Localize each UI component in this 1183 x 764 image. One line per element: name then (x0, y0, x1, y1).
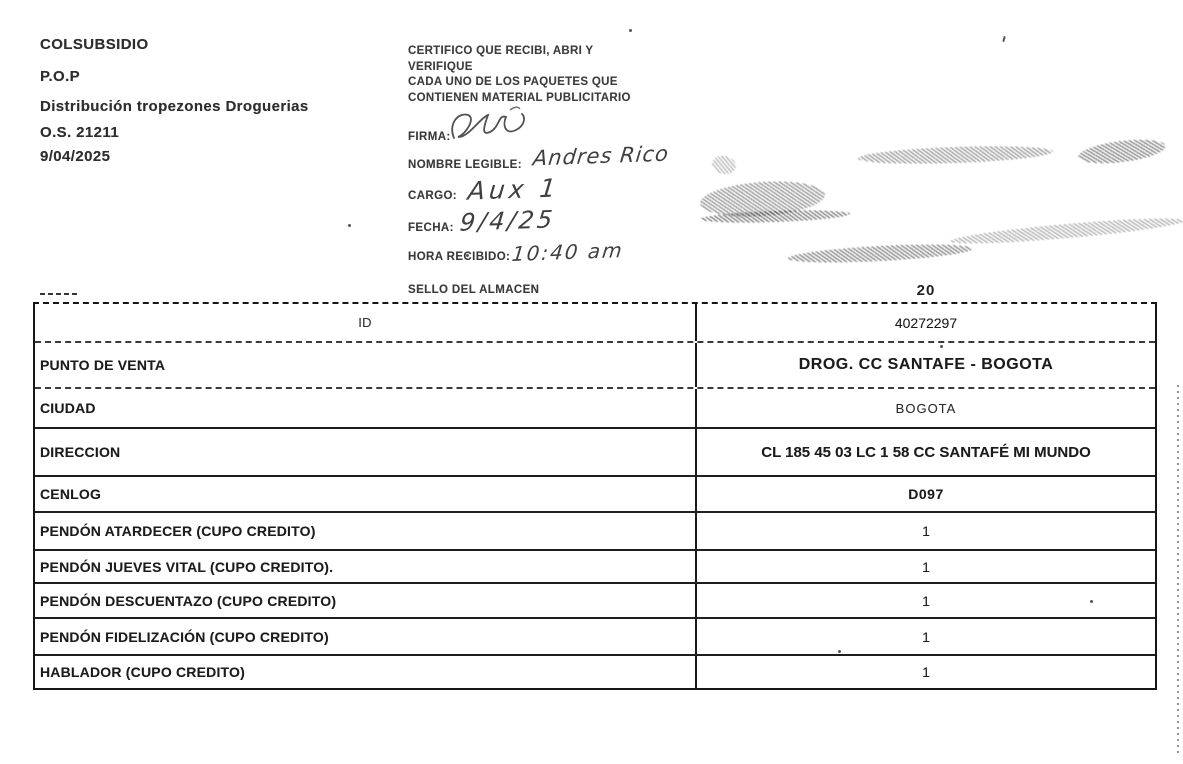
nombre-handwritten-value: Andres Rico (531, 141, 671, 171)
table-row-direccion: DIRECCION CL 185 45 03 LC 1 58 CC SANTAF… (35, 429, 1155, 477)
stamp-smudge (949, 213, 1183, 249)
delivery-table: ID 40272297 PUNTO DE VENTA DROG. CC SANT… (33, 302, 1157, 690)
letterhead-company: COLSUBSIDIO (40, 36, 149, 53)
scan-speck (1090, 600, 1093, 603)
scan-edge-artifact (1177, 385, 1179, 757)
row-value: D097 (908, 486, 944, 502)
stamp-smudge (857, 143, 1054, 167)
certification-line: VERIFIQUE (408, 60, 473, 73)
row-value: DROG. CC SANTAFE - BOGOTA (798, 356, 1054, 373)
row-value: 1 (922, 523, 930, 539)
certification-line: CONTIENEN MATERIAL PUBLICITARIO (408, 91, 631, 104)
row-label: PENDÓN ATARDECER (CUPO CREDITO) (35, 513, 697, 549)
letterhead-distribution: Distribución tropezones Droguerias (40, 98, 309, 115)
table-row-ciudad: CIUDAD BOGOTA (35, 389, 1155, 429)
table-row-pendon-descuentazo: PENDÓN DESCUENTAZO (CUPO CREDITO) 1 (35, 584, 1155, 619)
stamp-smudge (1077, 135, 1167, 168)
row-label: PUNTO DE VENTA (35, 343, 697, 387)
row-value: 1 (922, 558, 930, 575)
row-label: HABLADOR (CUPO CREDITO) (35, 656, 697, 688)
firma-label: FIRMA: (408, 131, 451, 143)
table-row-hablador: HABLADOR (CUPO CREDITO) 1 (35, 656, 1155, 688)
row-label: DIRECCION (35, 429, 697, 475)
letterhead-order-number: O.S. 21211 (40, 124, 120, 141)
row-label: PENDÓN JUEVES VITAL (CUPO CREDITO). (35, 551, 697, 582)
row-value: 1 (922, 592, 930, 609)
cargo-label: CARGO: (408, 190, 458, 202)
fecha-label: FECHA: (408, 222, 454, 234)
row-value: BOGOTA (895, 400, 957, 416)
row-value: 1 (922, 628, 930, 645)
row-label: ID (35, 304, 697, 341)
sello-label: SELLO DEL ALMACEN (408, 284, 540, 296)
table-row-id: ID 40272297 (35, 304, 1155, 343)
scan-speck (466, 254, 469, 257)
table-row-pendon-fidelizacion: PENDÓN FIDELIZACIÓN (CUPO CREDITO) 1 (35, 619, 1155, 656)
row-label: PENDÓN FIDELIZACIÓN (CUPO CREDITO) (35, 619, 697, 654)
scan-speck (1002, 35, 1006, 43)
scan-speck (940, 345, 943, 348)
certification-line: CADA UNO DE LOS PAQUETES QUE (408, 76, 618, 88)
row-label: CENLOG (35, 477, 697, 511)
scan-artifact-dash (40, 293, 78, 295)
page-number: 20 (916, 282, 936, 299)
certification-line: CERTIFICO QUE RECIBI, ABRI Y (408, 45, 594, 57)
fecha-handwritten-value: 9/4/25 (458, 205, 557, 237)
certification-text: CERTIFICO QUE RECIBI, ABRI Y VERIFIQUE C… (408, 44, 631, 106)
table-row-punto-de-venta: PUNTO DE VENTA DROG. CC SANTAFE - BOGOTA (35, 343, 1155, 389)
cargo-handwritten-value: Aux 1 (466, 173, 562, 206)
scan-speck (629, 29, 632, 32)
letterhead-pop: P.O.P (40, 68, 81, 85)
stamp-smudge (787, 241, 974, 266)
row-value: CL 185 45 03 LC 1 58 CC SANTAFÉ MI MUNDO (761, 443, 1091, 461)
nombre-label: NOMBRE LEGIBLE: (408, 159, 522, 171)
letterhead-date: 9/04/2025 (40, 148, 111, 165)
row-label: CIUDAD (35, 389, 697, 427)
row-label: PENDÓN DESCUENTAZO (CUPO CREDITO) (35, 584, 697, 617)
hora-label: HORA RECIBIDO: (408, 251, 511, 263)
table-row-pendon-jueves-vital: PENDÓN JUEVES VITAL (CUPO CREDITO). 1 (35, 551, 1155, 584)
row-value: 1 (922, 664, 930, 680)
row-value: 40272297 (894, 314, 958, 331)
hora-handwritten-value: 10:40 am (510, 237, 625, 267)
table-row-cenlog: CENLOG D097 (35, 477, 1155, 513)
signature-scribble (451, 106, 525, 139)
scan-speck (348, 224, 351, 227)
scan-speck (838, 650, 841, 653)
stamp-smudge (710, 153, 738, 177)
table-row-pendon-atardecer: PENDÓN ATARDECER (CUPO CREDITO) 1 (35, 513, 1155, 551)
